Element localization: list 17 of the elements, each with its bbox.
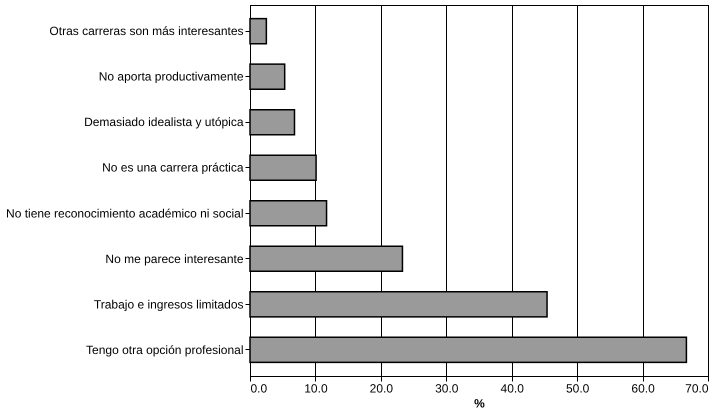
y-tick-label: No es una carrera práctica [102, 160, 244, 175]
y-tick-label: No tiene reconocimiento académico ni social [6, 206, 244, 220]
x-tick-label: 10.0 [304, 382, 328, 396]
y-tick-label: Trabajo e ingresos limitados [94, 297, 244, 312]
y-tick-label: Tengo otra opción profesional [86, 342, 244, 357]
x-tick-label: 60.0 [631, 382, 656, 396]
y-tick-label: Otras carreras son más interesantes [49, 24, 244, 38]
x-tick-label: 50.0 [566, 382, 590, 396]
x-tick-label: 40.0 [500, 382, 524, 396]
x-tick-label: 0.0 [250, 382, 268, 396]
y-tick-label: No me parece interesante [105, 252, 244, 266]
x-tick-label: 20.0 [370, 382, 394, 396]
x-tick-label: 30.0 [435, 382, 459, 396]
y-tick-label: Demasiado idealista y utópica [84, 115, 244, 130]
x-axis-title: % [474, 396, 486, 410]
x-tick-label: 70.0 [685, 382, 709, 396]
y-tick-label: No aporta productivamente [98, 70, 244, 84]
